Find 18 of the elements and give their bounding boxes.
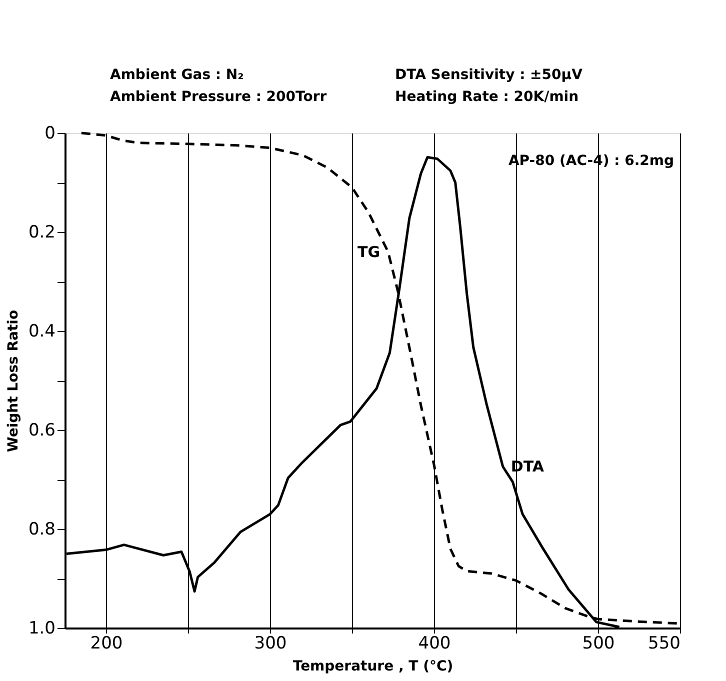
y-axis-title: Weight Loss Ratio <box>5 310 22 452</box>
x-tick-label: 400 <box>418 634 451 654</box>
text: DTA Sensitivity : ±50μV <box>395 67 583 83</box>
x-tick-label: 500 <box>582 634 615 654</box>
text: Ambient Gas : N₂ <box>110 67 244 83</box>
y-tick-label: 0.6 <box>28 420 56 440</box>
text: Heating Rate : 20K/min <box>395 89 579 105</box>
text: Ambient Pressure : 200Torr <box>110 89 327 105</box>
y-tick-label: 0.8 <box>28 520 56 540</box>
x-tick-label: 300 <box>254 634 287 654</box>
series-label: TG <box>358 242 380 261</box>
y-tick-label: 0 <box>44 124 56 144</box>
x-axis-title: Temperature , T (°C) <box>292 658 454 674</box>
x-tick-label: 550 <box>648 634 680 654</box>
y-tick-label: 0.2 <box>28 222 56 242</box>
y-tick-label: 0.4 <box>28 322 56 342</box>
y-tick-label: 1.0 <box>28 618 56 638</box>
x-tick-label: 200 <box>90 634 123 654</box>
